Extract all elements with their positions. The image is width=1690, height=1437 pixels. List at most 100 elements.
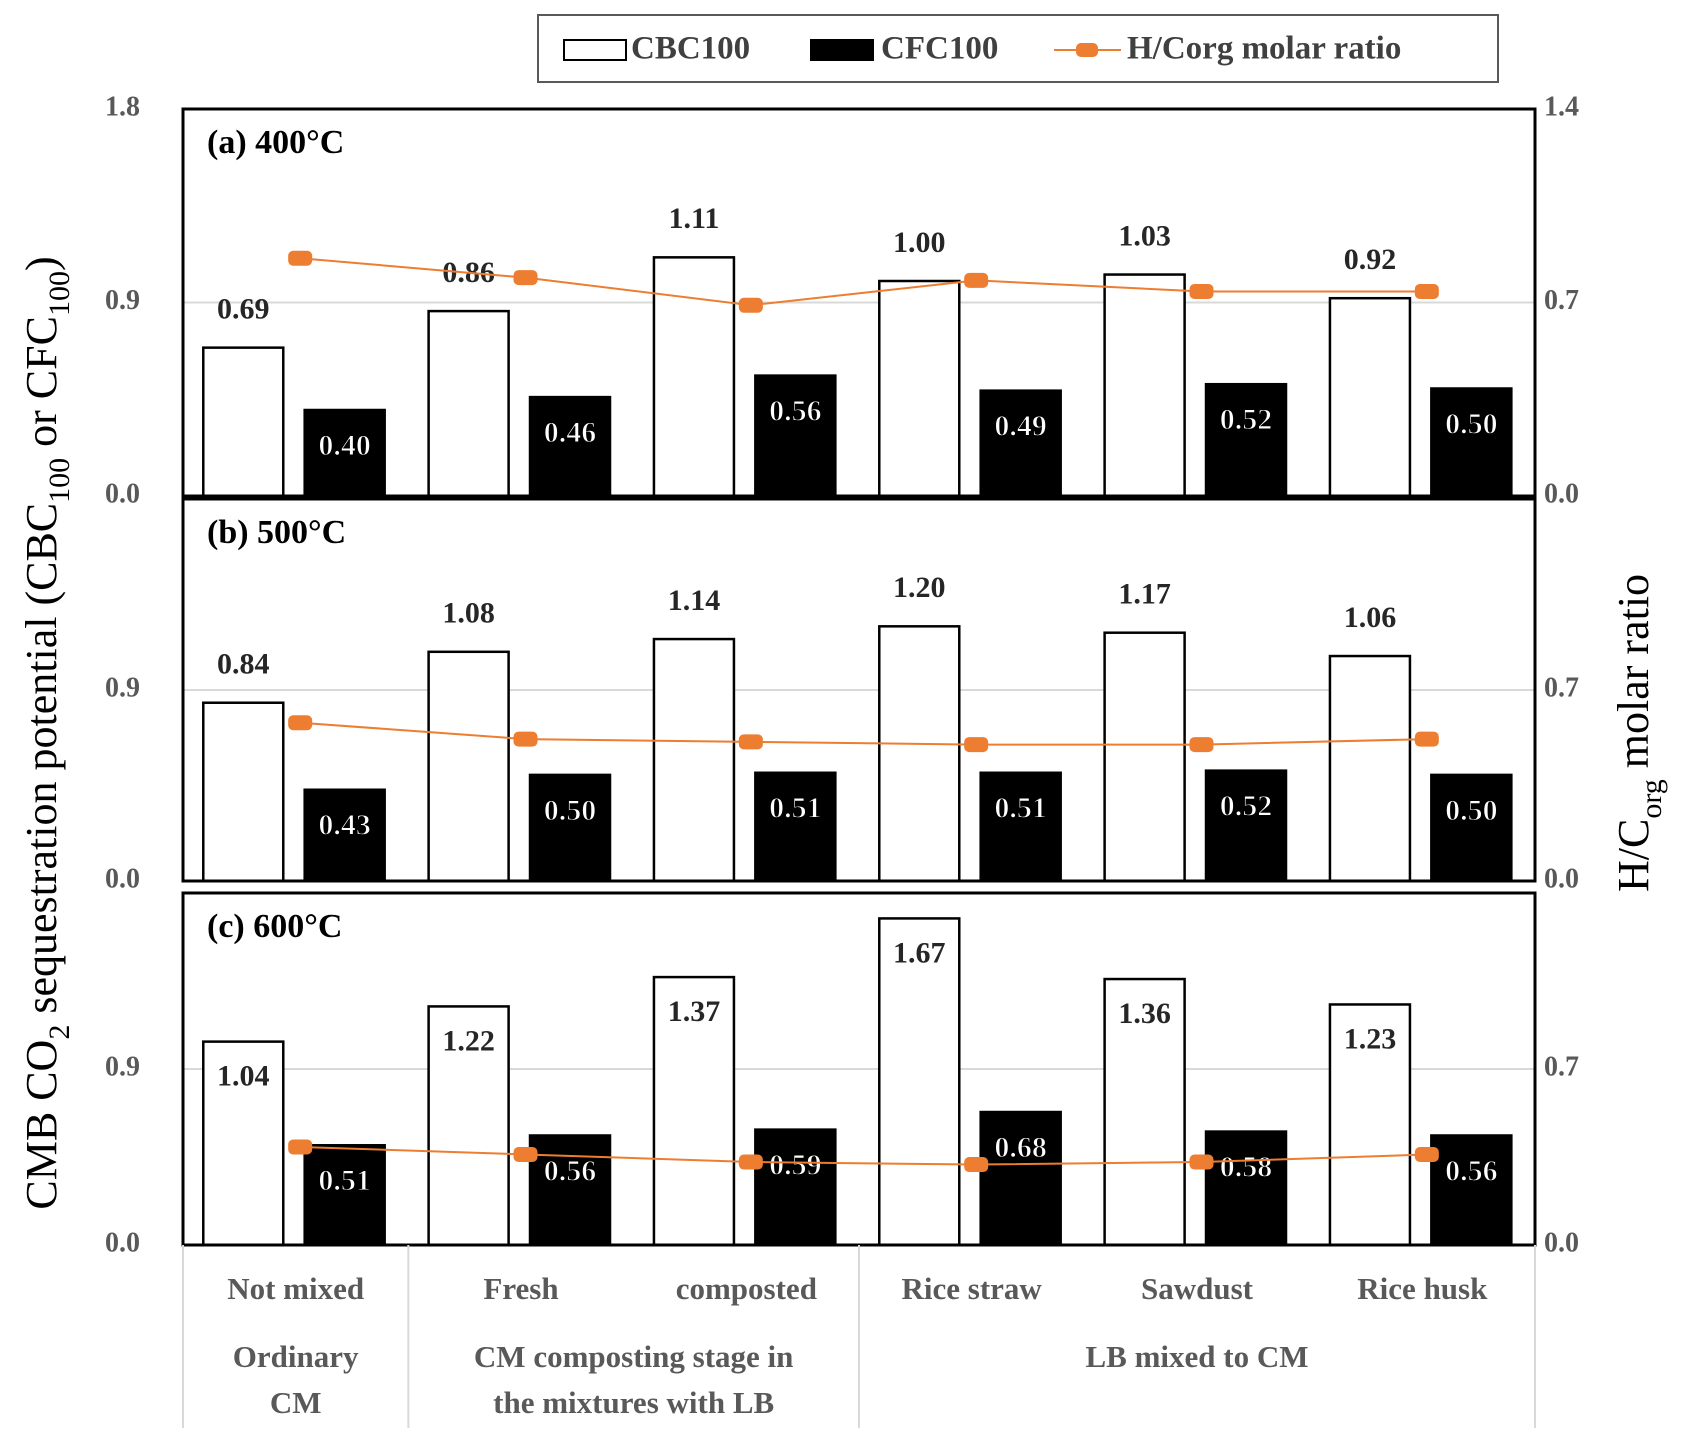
y2-axis-title-part: molar ratio — [1609, 574, 1658, 779]
legend-swatch — [563, 39, 627, 61]
marker — [738, 1154, 763, 1170]
panel-title: (a) 400°C — [207, 124, 344, 161]
x-tick-label: Rice husk — [1357, 1271, 1488, 1306]
y-tick-label: 0.9 — [105, 1051, 140, 1082]
bar — [652, 637, 736, 883]
y2-tick-label: 0.7 — [1544, 672, 1579, 703]
value-label: 1.04 — [217, 1060, 270, 1093]
bar — [1204, 382, 1288, 498]
x-tick-label: Not mixed — [227, 1271, 364, 1306]
y2-tick-label: 1.4 — [1544, 91, 1579, 122]
legend-swatch — [810, 39, 874, 61]
y2-axis-title-part: org — [1635, 779, 1668, 818]
y-tick-label: 0.0 — [105, 478, 140, 509]
marker — [1189, 283, 1214, 299]
bar — [202, 1040, 285, 1247]
value-label: 0.40 — [318, 429, 371, 462]
marker — [513, 1146, 538, 1162]
value-label: 0.49 — [994, 410, 1047, 443]
bar — [1103, 273, 1186, 498]
y2-tick-label: 0.7 — [1544, 1051, 1579, 1082]
legend-box — [537, 14, 1499, 83]
y-axis-title: CMB CO2 sequestration potential (CBC100 … — [17, 256, 76, 1209]
value-label: 0.52 — [1220, 403, 1273, 436]
bar — [754, 1128, 837, 1247]
bar — [979, 1110, 1062, 1247]
value-label: 0.84 — [217, 648, 270, 681]
value-label: 1.22 — [442, 1024, 495, 1057]
bar — [1328, 296, 1412, 498]
line — [300, 257, 1427, 307]
marker — [288, 715, 313, 731]
bar — [1103, 631, 1186, 883]
legend-label: CBC100 — [631, 31, 750, 67]
bar — [1430, 387, 1513, 498]
marker — [1189, 1154, 1214, 1170]
bar — [202, 346, 285, 498]
marker — [964, 272, 989, 288]
bar — [528, 773, 612, 883]
bar — [427, 309, 510, 498]
bar — [528, 395, 612, 498]
marker — [513, 731, 538, 747]
marker — [964, 737, 989, 753]
y-tick-label: 0.0 — [105, 1227, 140, 1258]
value-label: 0.56 — [769, 394, 822, 427]
bar — [303, 408, 386, 498]
y-tick-label: 0.0 — [105, 863, 140, 894]
y2-axis-title-part: H/C — [1609, 819, 1658, 892]
bar — [1328, 1003, 1412, 1247]
bar — [878, 625, 961, 883]
value-label: 0.92 — [1344, 243, 1397, 276]
value-label: 1.08 — [442, 597, 495, 630]
panel-title: (b) 500°C — [207, 514, 346, 551]
bar — [878, 279, 961, 498]
bar — [1328, 654, 1412, 883]
x-tick-label: Rice straw — [902, 1271, 1043, 1306]
value-label: 0.52 — [1220, 790, 1273, 823]
group-label: Ordinary — [233, 1339, 359, 1374]
x-tick-label: Fresh — [483, 1271, 558, 1306]
y-tick-label: 1.8 — [105, 91, 140, 122]
legend-marker — [1076, 43, 1098, 57]
bar — [1103, 977, 1186, 1247]
group-label: LB mixed to CM — [1085, 1339, 1308, 1374]
y2-tick-label: 0.0 — [1544, 1227, 1579, 1258]
marker — [1414, 283, 1439, 299]
bar — [202, 701, 285, 883]
x-tick-label: Sawdust — [1141, 1271, 1254, 1306]
panel-frame — [181, 497, 1537, 883]
value-label: 1.23 — [1344, 1022, 1397, 1055]
bar — [1204, 769, 1288, 883]
bar — [1204, 1130, 1288, 1247]
marker — [1189, 737, 1214, 753]
y-axis-title-part: sequestration potential (CBC — [17, 503, 66, 1025]
value-label: 0.51 — [318, 1164, 371, 1197]
y2-tick-label: 0.0 — [1544, 478, 1579, 509]
value-label: 0.59 — [769, 1149, 822, 1182]
bar — [652, 256, 736, 498]
y-axis-title-part: ) — [17, 256, 66, 271]
value-label: 0.56 — [1445, 1154, 1498, 1187]
value-label: 0.46 — [544, 416, 597, 449]
value-label: 1.67 — [893, 936, 946, 969]
group-label: CM — [270, 1385, 322, 1420]
y-axis-title-part: CMB CO — [17, 1040, 66, 1210]
bar — [979, 389, 1062, 498]
legend-label: CFC100 — [881, 31, 998, 67]
group-label: the mixtures with LB — [493, 1385, 774, 1420]
y-axis-title-part: 100 — [43, 458, 76, 503]
y2-axis-title: H/Corg molar ratio — [1609, 574, 1668, 892]
panel-title: (c) 600°C — [207, 908, 342, 945]
value-label: 1.06 — [1344, 601, 1397, 634]
bar — [754, 771, 837, 883]
value-label: 0.43 — [318, 809, 371, 842]
line — [300, 1145, 1427, 1166]
bar — [303, 1144, 386, 1247]
marker — [1414, 1146, 1439, 1162]
marker — [1414, 731, 1439, 747]
value-label: 1.37 — [668, 995, 721, 1028]
value-label: 1.36 — [1118, 997, 1171, 1030]
value-label: 1.20 — [893, 571, 946, 604]
panel-frame — [181, 107, 1537, 498]
